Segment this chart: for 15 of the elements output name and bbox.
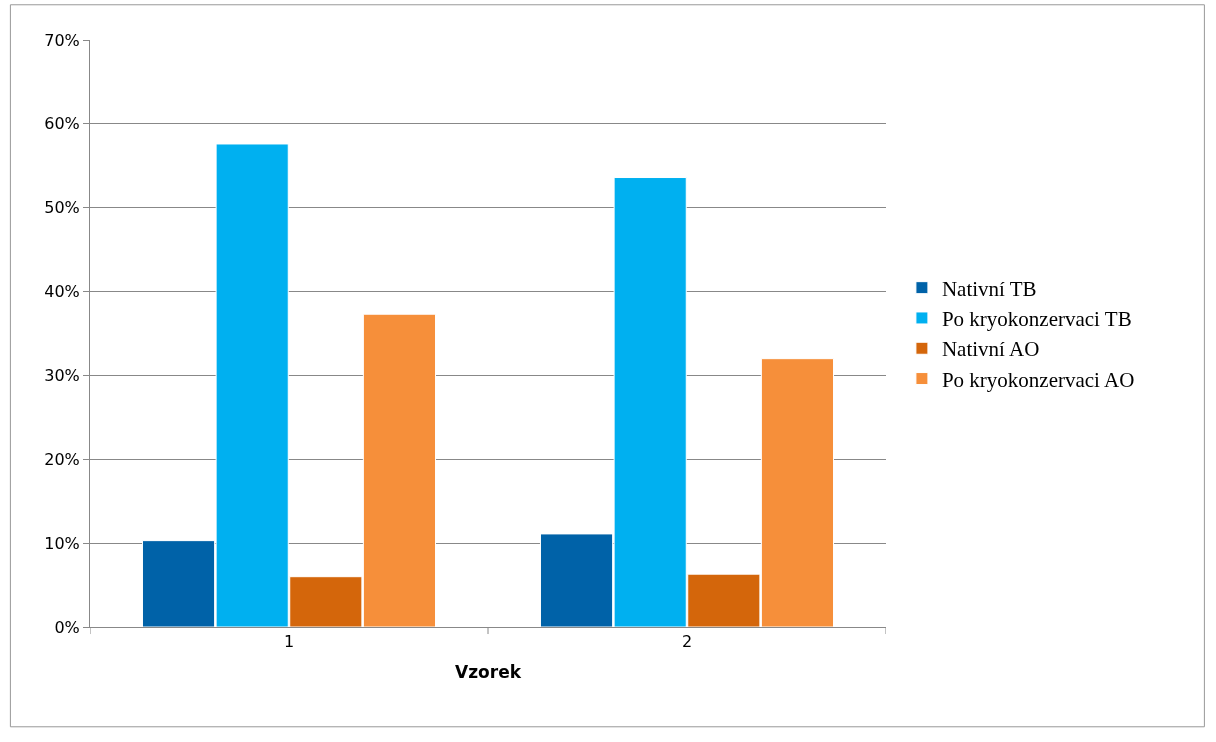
y-tick-label: 0% bbox=[54, 617, 80, 637]
x-axis-title: Vzorek bbox=[455, 661, 522, 682]
legend-label: Nativní AO bbox=[941, 337, 1040, 362]
legend-label: Nativní TB bbox=[941, 276, 1037, 301]
y-tick-label: 70% bbox=[44, 30, 80, 50]
y-tick-label: 10% bbox=[44, 533, 80, 553]
y-tick-label: 20% bbox=[44, 449, 80, 469]
y-tick-label: 30% bbox=[44, 366, 80, 386]
x-tick-label: 2 bbox=[681, 632, 693, 652]
x-tick-label: 1 bbox=[283, 632, 295, 652]
legend-label: Po kryokonzervaci AO bbox=[941, 367, 1135, 392]
y-tick-label: 40% bbox=[44, 282, 80, 302]
y-tick-label: 60% bbox=[44, 114, 80, 134]
legend-label: Po kryokonzervaci TB bbox=[941, 307, 1132, 332]
y-tick-label: 50% bbox=[44, 198, 80, 218]
